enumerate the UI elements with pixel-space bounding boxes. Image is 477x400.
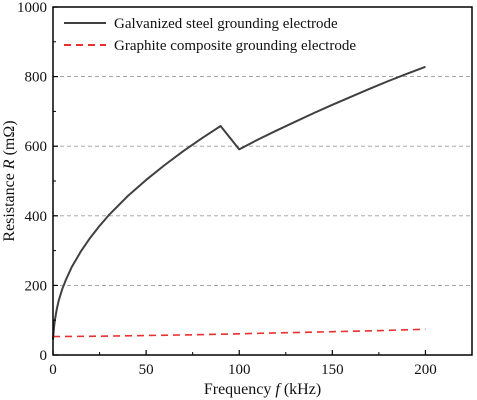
x-tick-label-100: 100 — [228, 362, 251, 378]
y-tick-label-1000: 1000 — [17, 0, 47, 16]
x-tick-label-200: 200 — [414, 362, 437, 378]
y-tick-label-400: 400 — [25, 209, 48, 225]
ticks-layer: 0 200 400 600 800 1000 0 50 100 150 200 — [17, 0, 437, 378]
y-tick-label-800: 800 — [25, 70, 48, 86]
series-layer — [52, 65, 426, 340]
series-line-0 — [52, 65, 426, 340]
y-axis-title-variable: R — [1, 159, 18, 170]
plot-frame — [52, 6, 473, 356]
x-tick-label-50: 50 — [139, 362, 154, 378]
x-axis-title: Frequency f (kHz) — [204, 381, 321, 398]
x-axis-title-suffix: (kHz) — [280, 381, 321, 398]
y-tick-label-600: 600 — [25, 139, 48, 155]
y-axis-title: Resistance R (mΩ) — [1, 120, 18, 241]
x-tick-label-150: 150 — [321, 362, 344, 378]
y-tick-label-0: 0 — [40, 348, 48, 364]
grid-layer — [53, 76, 472, 286]
x-axis-title-prefix: Frequency — [204, 381, 276, 398]
x-tick-label-0: 0 — [49, 362, 57, 378]
legend: Galvanized steel grounding electrode Grap… — [64, 16, 356, 54]
y-tick-label-200: 200 — [25, 278, 48, 294]
y-axis-title-suffix: (mΩ) — [1, 120, 18, 159]
y-axis-title-prefix: Resistance — [1, 169, 18, 241]
x-axis-title-variable: f — [275, 381, 282, 398]
legend-label-0: Galvanized steel grounding electrode — [114, 16, 338, 32]
legend-label-1: Graphite composite grounding electrode — [114, 38, 356, 54]
series-line-1 — [52, 328, 426, 338]
